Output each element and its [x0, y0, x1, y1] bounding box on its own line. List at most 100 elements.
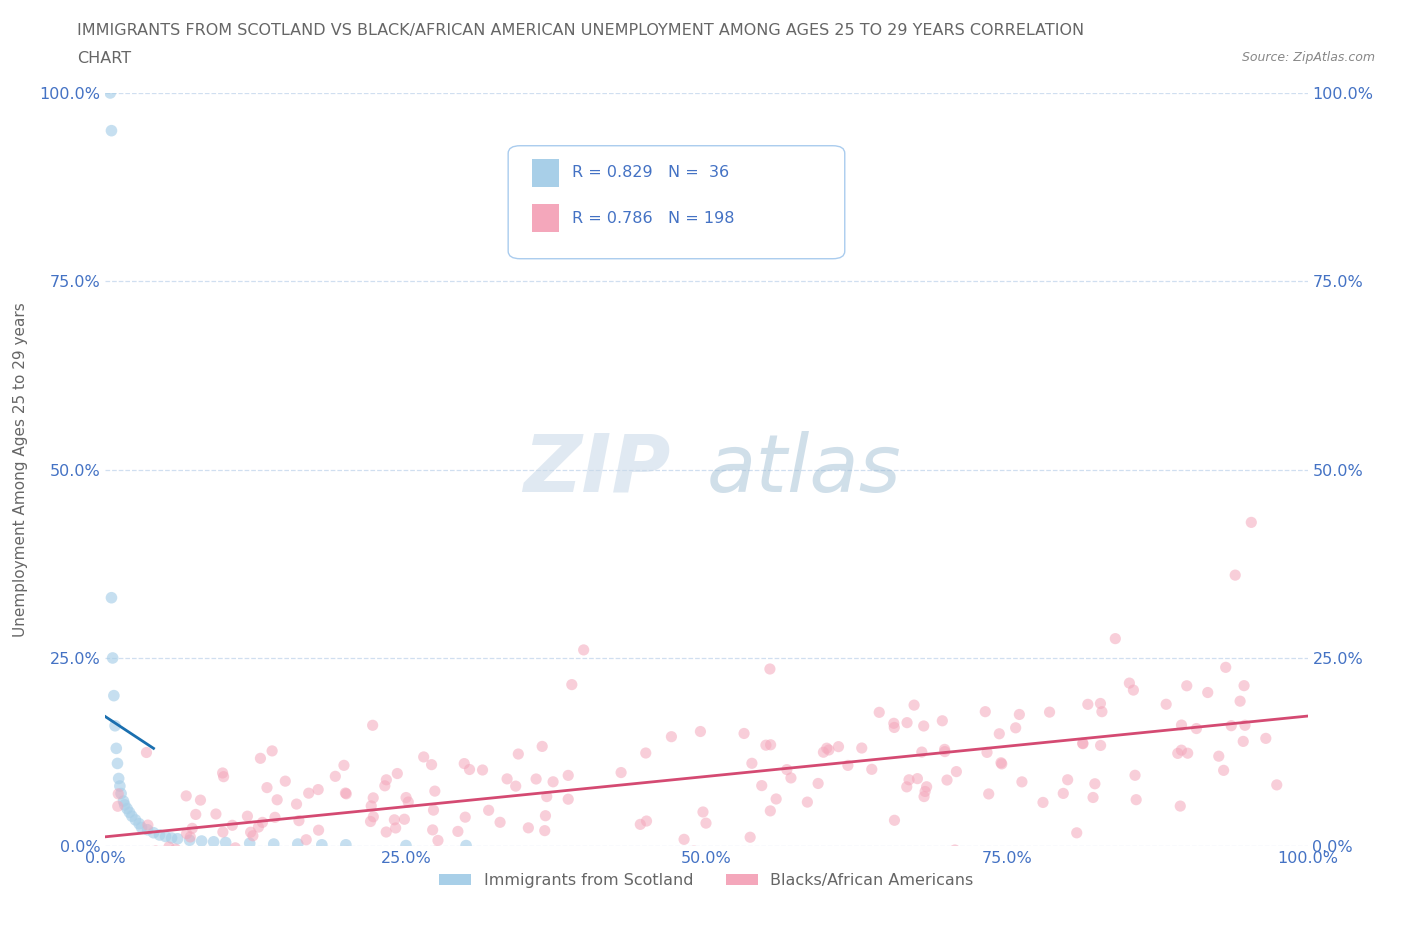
Point — [387, 766, 409, 781]
Text: R = 0.786   N = 198: R = 0.786 N = 198 — [572, 210, 734, 226]
Point — [531, 739, 554, 754]
Point — [1197, 685, 1219, 700]
Point — [976, 745, 998, 760]
Point — [1090, 738, 1112, 753]
Point — [988, 726, 1011, 741]
Point — [903, 698, 925, 712]
Point — [1177, 746, 1199, 761]
Point — [1011, 775, 1033, 790]
Point — [1081, 790, 1104, 805]
Point — [914, 784, 936, 799]
Point — [524, 772, 547, 787]
Point — [184, 807, 207, 822]
Point — [934, 742, 956, 757]
Point — [931, 713, 953, 728]
Point — [242, 829, 264, 844]
Point — [896, 715, 918, 730]
Point — [689, 724, 711, 739]
Point — [1118, 676, 1140, 691]
Point — [107, 799, 129, 814]
Point — [239, 836, 262, 851]
Point — [308, 850, 330, 865]
Point — [101, 651, 124, 666]
Point — [370, 848, 392, 863]
Point — [361, 718, 384, 733]
Point — [912, 790, 935, 804]
Point — [496, 772, 519, 787]
Y-axis label: Unemployment Among Ages 25 to 29 years: Unemployment Among Ages 25 to 29 years — [14, 302, 28, 637]
Point — [145, 844, 167, 858]
Point — [561, 677, 583, 692]
Point — [266, 792, 288, 807]
Point — [100, 124, 122, 139]
FancyBboxPatch shape — [533, 204, 558, 232]
Point — [422, 822, 444, 837]
Point — [1077, 697, 1099, 711]
Point — [136, 817, 159, 832]
Point — [264, 810, 287, 825]
Point — [695, 816, 717, 830]
Point — [837, 758, 859, 773]
Point — [256, 861, 278, 876]
Point — [456, 838, 478, 853]
Point — [335, 787, 357, 802]
Point — [815, 741, 838, 756]
Point — [107, 771, 129, 786]
Point — [628, 817, 651, 831]
Point — [263, 837, 285, 852]
Point — [136, 822, 159, 837]
Point — [374, 778, 396, 793]
Point — [883, 813, 905, 828]
Point — [740, 830, 762, 844]
Point — [422, 803, 444, 817]
Text: ZIP: ZIP — [523, 431, 671, 509]
Point — [517, 820, 540, 835]
Point — [336, 844, 359, 859]
Point — [236, 809, 259, 824]
Point — [104, 718, 127, 733]
Point — [1004, 721, 1026, 736]
Point — [454, 810, 477, 825]
Point — [308, 823, 330, 838]
Point — [395, 790, 418, 805]
Point — [974, 704, 997, 719]
Point — [661, 729, 683, 744]
Point — [107, 787, 129, 802]
Point — [489, 815, 512, 830]
Point — [1104, 631, 1126, 646]
Point — [190, 792, 212, 807]
Point — [425, 844, 447, 858]
Point — [851, 740, 873, 755]
Point — [818, 742, 841, 757]
Point — [541, 775, 564, 790]
Point — [911, 745, 934, 760]
Point — [412, 750, 434, 764]
Legend: Immigrants from Scotland, Blacks/African Americans: Immigrants from Scotland, Blacks/African… — [433, 867, 980, 895]
Point — [883, 716, 905, 731]
Point — [533, 823, 555, 838]
Point — [827, 739, 849, 754]
Point — [759, 804, 782, 818]
Point — [912, 719, 935, 734]
Point — [943, 843, 966, 857]
Point — [673, 832, 696, 847]
Point — [134, 858, 156, 873]
Point — [508, 747, 530, 762]
Text: CHART: CHART — [77, 51, 131, 66]
Point — [214, 835, 236, 850]
Point — [1232, 734, 1254, 749]
Point — [256, 780, 278, 795]
Point — [384, 820, 406, 835]
Point — [1032, 795, 1054, 810]
Point — [252, 815, 274, 830]
Point — [98, 86, 121, 100]
Point — [536, 790, 558, 804]
Point — [1084, 777, 1107, 791]
Point — [375, 825, 398, 840]
Text: atlas: atlas — [707, 431, 901, 509]
Point — [1071, 737, 1094, 751]
Point — [934, 744, 956, 759]
Point — [176, 826, 198, 841]
Point — [211, 765, 233, 780]
Point — [128, 817, 150, 831]
